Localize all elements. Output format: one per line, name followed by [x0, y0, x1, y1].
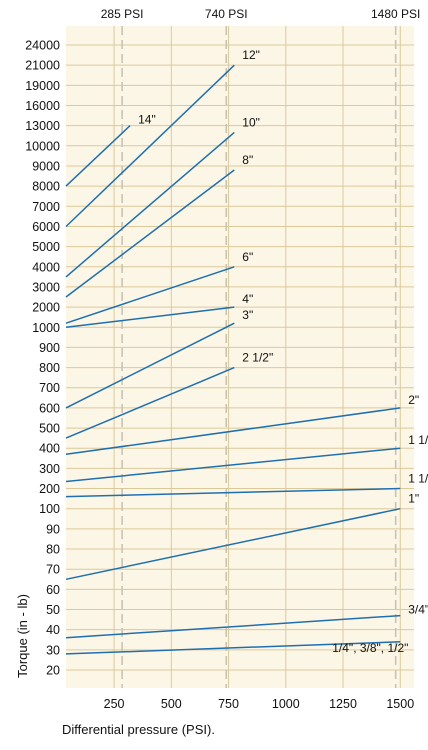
series-lines: 14" 12" 10" 8" 6" 4" 3" 2 1/2" 2" 1 1/2" 1 1/4" 1" 3… [65, 48, 428, 655]
plot-background [66, 26, 414, 688]
y-tick-label: 30 [46, 643, 60, 657]
x-axis-label: Differential pressure (PSI). [62, 722, 215, 737]
pressure-marker-label: 1480 PSI [371, 7, 420, 21]
y-tick-label: 60 [46, 583, 60, 597]
y-tick-label: 7000 [32, 200, 60, 214]
series-line [65, 614, 401, 639]
series-line [65, 169, 235, 298]
y-tick-label: 500 [39, 422, 60, 436]
series-line [65, 447, 401, 483]
y-axis-label: Torque (in - lb) [15, 594, 30, 678]
y-tick-label: 600 [39, 401, 60, 415]
y-tick-label: 10000 [25, 139, 60, 153]
y-tick-label: 50 [46, 603, 60, 617]
y-tick-label: 300 [39, 462, 60, 476]
series-line [65, 507, 401, 581]
series-label: 1 1/2" [408, 433, 428, 447]
series-label: 4" [242, 292, 253, 306]
y-tick-label: 1000 [32, 321, 60, 335]
x-tick-label: 250 [104, 697, 125, 711]
series-line [65, 125, 131, 187]
y-tick-label: 200 [39, 482, 60, 496]
series-line [65, 64, 235, 228]
x-tick-labels: 250 500 750 1000 1250 1500 [104, 697, 415, 711]
series-line [65, 407, 401, 456]
y-tick-label: 4000 [32, 260, 60, 274]
series-label: 1" [408, 492, 419, 506]
series-line [65, 266, 235, 324]
y-tick-label: 100 [39, 502, 60, 516]
series-label: 2 1/2" [242, 351, 273, 365]
y-tick-label: 800 [39, 361, 60, 375]
y-tick-label: 6000 [32, 220, 60, 234]
series-line [65, 306, 235, 329]
y-tick-label: 700 [39, 381, 60, 395]
series-label: 6" [242, 250, 253, 264]
x-tick-label: 500 [161, 697, 182, 711]
series-line [65, 366, 235, 439]
x-tick-label: 1000 [272, 697, 300, 711]
x-tick-label: 1250 [329, 697, 357, 711]
y-tick-label: 9000 [32, 159, 60, 173]
y-tick-label: 900 [39, 341, 60, 355]
y-tick-label: 40 [46, 623, 60, 637]
y-tick-label: 19000 [25, 79, 60, 93]
y-tick-label: 24000 [25, 39, 60, 53]
series-line [65, 641, 401, 655]
y-tick-label: 13000 [25, 119, 60, 133]
pressure-markers: 285 PSI 740 PSI 1480 PSI [101, 7, 420, 688]
series-label: 12" [242, 48, 260, 62]
x-tick-label: 1500 [386, 697, 414, 711]
y-tick-label: 5000 [32, 240, 60, 254]
x-tick-label: 750 [218, 697, 239, 711]
series-label: 3/4" [408, 603, 428, 617]
y-tick-label: 400 [39, 442, 60, 456]
series-line [65, 322, 235, 409]
series-label: 14" [138, 113, 156, 127]
y-tick-label: 70 [46, 563, 60, 577]
y-tick-label: 90 [46, 522, 60, 536]
y-tick-label: 8000 [32, 180, 60, 194]
pressure-marker-label: 285 PSI [101, 7, 144, 21]
series-line [65, 487, 401, 498]
series-label: 1/4", 3/8", 1/2" [332, 641, 408, 655]
y-tick-label: 3000 [32, 280, 60, 294]
y-tick-label: 20 [46, 664, 60, 678]
pressure-marker-label: 740 PSI [205, 7, 248, 21]
series-line [65, 131, 235, 278]
y-tick-label: 80 [46, 543, 60, 557]
series-label: 8" [242, 153, 253, 167]
grid-lines [66, 26, 414, 688]
series-label: 10" [242, 115, 260, 129]
y-tick-label: 2000 [32, 301, 60, 315]
series-label: 3" [242, 308, 253, 322]
y-tick-labels: 20 30 40 50 60 70 80 90 100 200 300 400 500 600 700 800… [25, 39, 60, 678]
series-label: 1 1/4" [408, 472, 428, 486]
y-tick-label: 16000 [25, 99, 60, 113]
series-label: 2" [408, 393, 419, 407]
y-tick-label: 21000 [25, 59, 60, 73]
